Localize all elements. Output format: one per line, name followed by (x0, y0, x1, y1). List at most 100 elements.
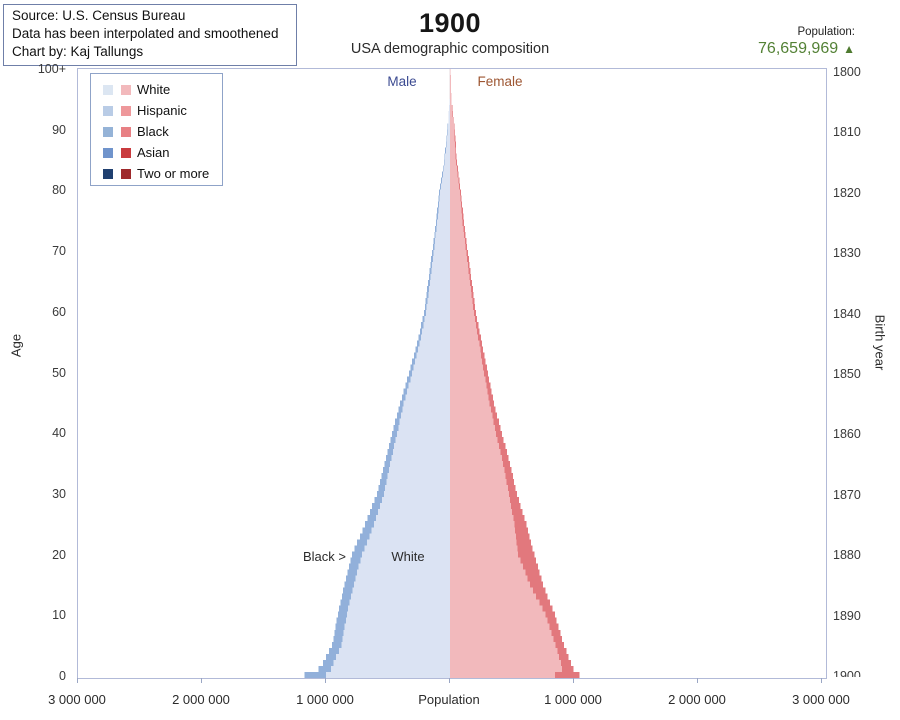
pyramid-bar (450, 69, 451, 76)
pyramid-bar (473, 304, 476, 311)
pyramid-bar (388, 466, 450, 473)
birth-year-tick-label: 1880 (833, 548, 861, 563)
legend-item-black: Black (91, 121, 222, 142)
pyramid-bar (332, 641, 342, 648)
pyramid-bar (450, 479, 507, 486)
pyramid-bar (450, 219, 463, 226)
legend-male-swatch (103, 84, 113, 95)
pyramid-bar (517, 545, 533, 552)
pyramid-bar (428, 280, 430, 287)
pyramid-bar (377, 509, 450, 516)
birth-year-axis-title: Birth year (872, 314, 888, 371)
pyramid-bar (432, 249, 434, 256)
pyramid-bar (464, 231, 466, 238)
pyramid-bar (450, 623, 550, 630)
pyramid-bar (450, 376, 486, 383)
pyramid-bar (379, 479, 387, 486)
pyramid-bar (450, 243, 466, 250)
pyramid-bar (470, 286, 473, 293)
pyramid-bar (450, 328, 478, 335)
pyramid-bar (333, 659, 450, 666)
birth-year-tick-label: 1870 (833, 487, 861, 502)
pyramid-bar (430, 274, 450, 281)
pyramid-bar (516, 539, 532, 546)
pyramid-bar (387, 472, 450, 480)
pyramid-bar (450, 147, 456, 154)
population-number: 76,659,969 (758, 40, 839, 57)
pyramid-bar (383, 491, 450, 498)
pyramid-bar (334, 629, 344, 636)
pyramid-bar (485, 376, 490, 383)
plot-area (77, 68, 827, 679)
pyramid-bar (490, 406, 496, 413)
pyramid-bar (448, 117, 450, 124)
pyramid-bar (467, 255, 469, 262)
pyramid-bar (474, 316, 478, 323)
pyramid-bar (493, 418, 499, 425)
pyramid-bar (450, 346, 481, 353)
pyramid-bar (352, 587, 450, 594)
source-line: Chart by: Kaj Tallungs (12, 44, 144, 59)
pyramid-bar (374, 497, 382, 504)
pyramid-bar (425, 310, 450, 317)
pyramid-bar (450, 394, 489, 401)
pyramid-bar (450, 117, 454, 124)
pyramid-bar (450, 261, 468, 268)
legend-female-swatch (121, 126, 131, 137)
pyramid-bar (429, 286, 450, 293)
birth-year-tick-label: 1840 (833, 306, 861, 321)
pyramid-bar (322, 659, 334, 666)
pyramid-bar (450, 123, 454, 130)
age-axis-title: Age (8, 333, 24, 358)
pyramid-bar (514, 521, 527, 528)
pyramid-bar (542, 605, 553, 612)
pyramid-bar (450, 255, 468, 262)
pyramid-bar (450, 617, 548, 624)
birth-year-tick-label: 1820 (833, 185, 861, 200)
pyramid-bar (549, 623, 559, 630)
pyramid-bar (522, 563, 538, 570)
source-line: Source: U.S. Census Bureau (12, 8, 186, 23)
pyramid-bar (346, 575, 356, 582)
pyramid-bar (450, 183, 460, 190)
pyramid-bar (450, 129, 455, 136)
pyramid-bar (477, 328, 480, 335)
pyramid-bar (450, 641, 556, 648)
pyramid-bar (432, 255, 450, 262)
pyramid-bar (444, 159, 445, 166)
pyramid-bar (527, 575, 542, 582)
pyramid-bar (345, 617, 450, 624)
birth-year-tick-label: 1890 (833, 608, 861, 623)
pyramid-bar (536, 593, 548, 600)
pyramid-bar (402, 406, 450, 413)
pyramid-bar (503, 460, 511, 467)
pyramid-bar (497, 436, 504, 443)
birth-year-tick-label: 1800 (833, 65, 861, 79)
pyramid-bar (388, 442, 395, 449)
pyramid-bar (431, 255, 433, 262)
pyramid-bar (450, 93, 452, 100)
pyramid-bar (326, 671, 450, 678)
pyramid-bar (450, 659, 561, 666)
pyramid-bar (433, 249, 450, 256)
pyramid-bar (459, 189, 462, 196)
pyramid-bar (403, 400, 450, 407)
legend-label: Two or more (137, 166, 210, 181)
pyramid-bar (505, 472, 513, 480)
pyramid-bar (450, 472, 506, 480)
pyramid-bar (426, 292, 429, 299)
pyramid-bar (481, 352, 485, 359)
pyramid-bar (386, 479, 450, 486)
pyramid-bar (443, 165, 444, 172)
pyramid-bar (450, 231, 465, 238)
pyramid-bar (381, 497, 450, 504)
pyramid-bar (342, 635, 450, 642)
pyramid-bar (501, 454, 509, 461)
pyramid-bar (381, 472, 388, 480)
pyramid-bar (450, 201, 462, 208)
pyramid-bar (450, 563, 523, 570)
pyramid-bar (445, 147, 450, 154)
pyramid-bar (372, 503, 380, 510)
pyramid-bar (442, 171, 450, 178)
pyramid-bar (359, 533, 370, 540)
